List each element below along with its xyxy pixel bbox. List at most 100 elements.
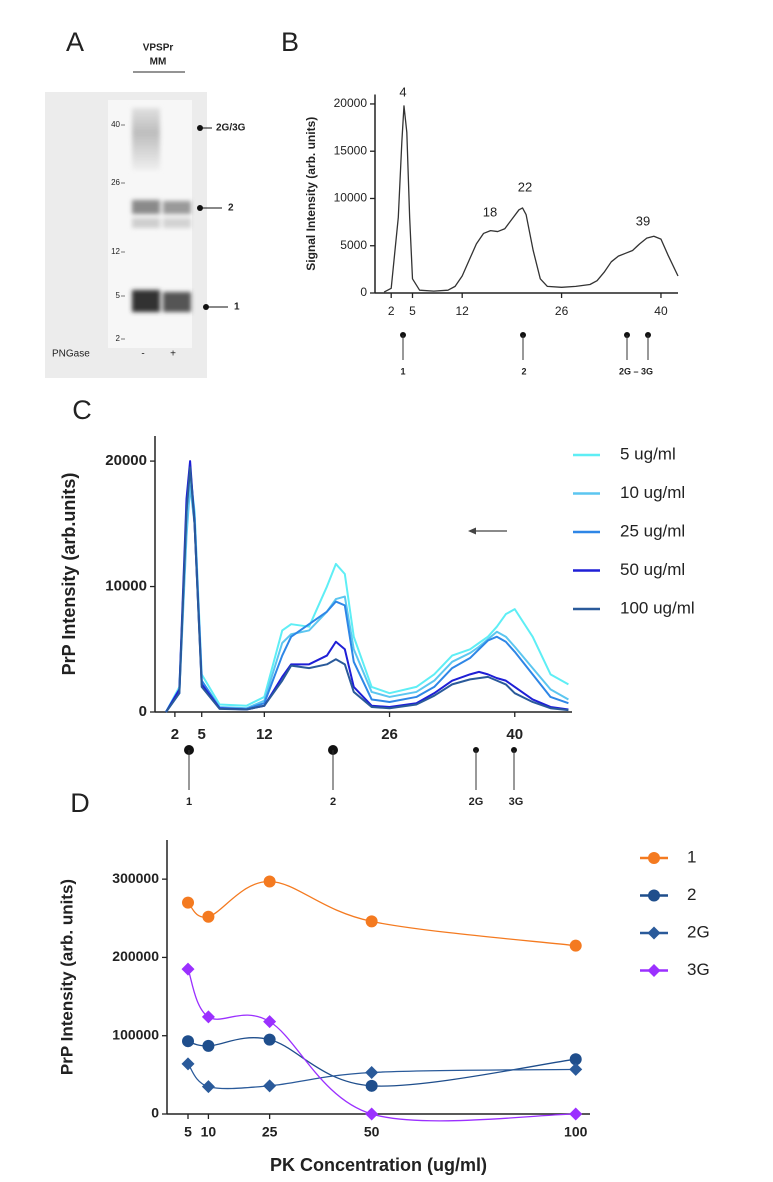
band-label: 1 [186,796,192,808]
point [182,896,195,909]
legend-label: 50 ug/ml [620,560,685,579]
legend-label: 2 [687,885,696,904]
gel-header: VPSPr [143,43,174,54]
x-tick-label: 12 [456,304,470,318]
y-tick-label: 0 [139,703,147,720]
ladder-label: 26 [111,178,120,187]
legend-label: 25 ug/ml [620,521,685,540]
arrow-head [468,527,476,535]
y-tick-label: 20000 [334,96,368,110]
ladder: 40 26 12 5 2 [111,120,125,343]
band [132,218,160,228]
point [569,1107,583,1121]
point [202,1039,215,1052]
point [182,1035,195,1048]
peak-label: 22 [518,179,532,194]
y-tick-label: 0 [360,285,367,299]
panel-label: A [66,27,84,57]
legend-marker [647,964,661,977]
band [132,290,160,312]
x-tick-label: 25 [262,1124,278,1140]
series-line [187,1037,576,1087]
y-tick-label: 10000 [105,578,147,595]
point [569,939,582,952]
point [202,910,215,923]
peak-label: 18 [483,204,497,219]
ladder-label: 40 [111,120,120,129]
x-tick-label: 2 [388,304,395,318]
point [365,1107,379,1121]
legend-label: 100 ug/ml [620,598,695,617]
ladder-label: 5 [116,291,121,300]
legend-label: 5 ug/ml [620,444,676,463]
band [132,200,160,214]
y-axis-label: PrP Intensity (arb. units) [57,879,76,1075]
series-line [187,1063,576,1090]
arrow [468,527,507,535]
ladder-label: 12 [111,247,120,256]
y-tick-label: 200000 [112,948,159,964]
point [263,1015,277,1029]
band-label: 2 [521,366,526,376]
lane-label: + [170,349,176,360]
band [163,201,191,214]
x-tick-label: 26 [555,304,569,318]
point [569,1053,582,1066]
series-line [187,880,576,947]
x-tick-label: 12 [256,726,273,743]
y-tick-label: 10000 [334,191,368,205]
band-label: 3G [509,796,524,808]
x-tick-label: 100 [564,1124,588,1140]
y-tick-label: 20000 [105,452,147,469]
y-axis-label: Signal Intensity (arb. units) [304,117,318,271]
row-label: PNGase [52,349,90,360]
band [163,218,191,228]
point [365,1066,379,1080]
band [163,292,191,312]
point [201,1010,215,1024]
series-line [187,968,576,1122]
point [201,1080,215,1094]
point [569,1062,583,1076]
point [263,875,276,888]
y-tick-label: 0 [151,1105,159,1121]
band [132,108,160,170]
panel-label: D [70,788,90,818]
panel-label: C [72,395,92,425]
series-line [165,485,569,713]
x-tick-label: 50 [364,1124,380,1140]
band-label: 2G [469,796,484,808]
legend-label: 10 ug/ml [620,483,685,502]
band-label: 2 [330,796,336,808]
series-line [383,105,679,293]
legend-label: 2G [687,922,710,941]
legend-marker [648,852,660,864]
legend-label: 3G [687,960,710,979]
x-tick-label: 40 [654,304,668,318]
bands [132,108,191,312]
point [365,915,378,928]
y-tick-label: 5000 [340,238,367,252]
peak-label: 39 [636,213,650,228]
marker-label: 2 [228,203,234,214]
x-tick-label: 2 [171,726,179,743]
lane-label: - [141,349,144,360]
point [263,1079,277,1093]
ladder-label: 2 [116,334,121,343]
legend-marker [648,889,660,902]
x-tick-label: 5 [198,726,206,743]
point [181,962,195,976]
x-tick-label: 40 [506,726,523,743]
band-label: 2G – 3G [619,366,653,376]
point [181,1057,195,1071]
legend-label: 1 [687,847,696,866]
point [365,1079,378,1092]
peak-label: 4 [399,84,406,99]
panel-label: B [281,27,299,57]
y-tick-label: 100000 [112,1026,159,1042]
marker-label: 2G/3G [216,123,246,134]
gel-header: MM [150,57,167,68]
x-tick-label: 5 [184,1124,192,1140]
y-tick-label: 300000 [112,870,159,886]
